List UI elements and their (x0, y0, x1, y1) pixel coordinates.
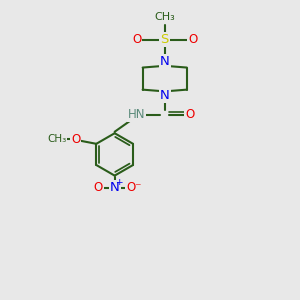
Text: N: N (110, 182, 119, 194)
Text: HN: HN (128, 108, 146, 121)
Text: CH₃: CH₃ (154, 13, 175, 22)
Text: O: O (94, 182, 103, 194)
Text: S: S (160, 33, 169, 46)
Text: N: N (160, 89, 169, 102)
Text: O: O (132, 33, 141, 46)
Text: O: O (185, 108, 194, 121)
Text: O: O (188, 33, 197, 46)
Text: +: + (115, 178, 123, 187)
Text: N: N (160, 55, 169, 68)
Text: O⁻: O⁻ (126, 182, 142, 194)
Text: CH₃: CH₃ (47, 134, 66, 144)
Text: O: O (71, 133, 80, 146)
